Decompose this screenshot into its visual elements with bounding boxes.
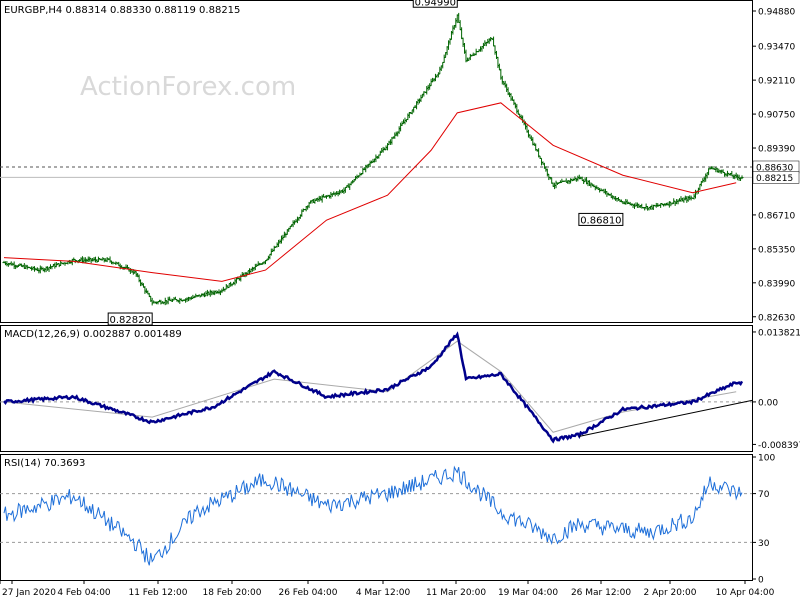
price-tick-label: 0.92110 [758,77,795,87]
x-tick-label: 2 Apr 20:00 [644,588,697,598]
rsi-tick-label: 70 [758,490,770,500]
price-bar [740,175,744,180]
x-tick-label: 10 Apr 04:00 [716,588,775,598]
macd-tick-label: -0.008397 [758,441,800,451]
rsi-tick-label: 0 [758,576,764,586]
macd-tick-label: 0.00 [758,398,778,408]
price-annotation: 0.86810 [578,212,624,226]
price-tick-label: 0.83990 [758,279,795,289]
rsi-panel[interactable] [0,454,753,581]
price-tick-label: 0.94880 [758,7,795,17]
price-level-tag: 0.88215 [752,171,800,184]
x-tick-label: 27 Jan 2020 [2,588,56,598]
macd-layer [0,331,753,444]
price-annotation: 0.94990 [412,0,458,8]
x-tick-label: 4 Feb 04:00 [57,588,111,598]
rsi-panel-header: RSI(14) 70.3693 [4,458,85,469]
macd-panel-header: MACD(12,26,9) 0.002887 0.001489 [4,329,182,340]
x-tick-label: 26 Mar 12:00 [571,588,631,598]
rsi-layer [0,465,752,566]
rsi-tick-label: 30 [758,539,770,549]
x-tick-label: 18 Feb 20:00 [202,588,261,598]
price-panel[interactable] [0,0,753,323]
x-tick-label: 11 Feb 12:00 [128,588,187,598]
macd-signal-line [3,340,737,433]
rsi-line [3,465,743,566]
price-level-label: 0.88630 [756,163,793,173]
x-tick-label: 11 Mar 20:00 [426,588,486,598]
price-tick-label: 0.89390 [758,145,795,155]
price-tick-label: 0.93470 [758,43,795,53]
moving-average-line [3,102,737,282]
rsi-tick-label: 100 [758,454,775,464]
x-axis: 27 Jan 2020 4 Feb 04:00 11 Feb 12:00 18 Feb… [0,580,775,598]
x-tick-label: 4 Mar 12:00 [356,588,411,598]
price-tick-label: 0.82630 [758,313,795,323]
macd-trend-line [579,399,753,437]
x-tick-label: 26 Feb 04:00 [278,588,337,598]
price-panel-header: EURGBP,H4 0.88314 0.88330 0.88119 0.8821… [4,5,240,16]
annotation-label: 0.82820 [110,315,151,326]
price-tick-label: 0.90750 [758,111,795,121]
price-tick-label: 0.85350 [758,245,795,255]
price-tick-label: 0.86710 [758,211,795,221]
macd-main-line [3,331,744,444]
price-layer: 0.94990 0.82820 0.86810 [0,0,752,326]
x-tick-label: 19 Mar 04:00 [498,588,558,598]
annotation-label: 0.86810 [580,215,621,226]
price-level-label: 0.88215 [756,174,793,184]
axes-layer: 0.94880 0.93470 0.92110 0.90750 0.89390 0.867… [752,7,800,586]
watermark: ActionForex.com [80,72,296,102]
annotation-label: 0.94990 [415,0,456,8]
macd-tick-label: 0.013821 [758,328,800,338]
price-annotation: 0.82820 [107,312,153,326]
